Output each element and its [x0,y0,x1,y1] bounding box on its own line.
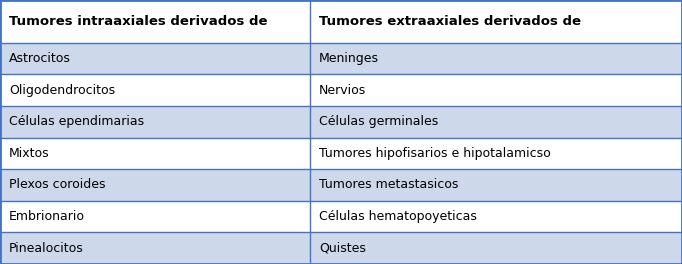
Bar [310,169,682,201]
Text: Células germinales: Células germinales [319,115,439,128]
Bar [0,169,310,201]
Bar [310,138,682,169]
Bar [310,232,682,264]
Text: Mixtos: Mixtos [9,147,50,160]
Text: Tumores hipofisarios e hipotalamicso: Tumores hipofisarios e hipotalamicso [319,147,551,160]
Bar [310,201,682,232]
Bar [0,106,310,138]
Bar [310,0,682,43]
Text: Quistes: Quistes [319,242,366,255]
Bar [310,74,682,106]
Bar [0,74,310,106]
Bar [0,0,310,43]
Text: Oligodendrocitos: Oligodendrocitos [9,84,115,97]
Text: Plexos coroides: Plexos coroides [9,178,105,191]
Text: Tumores intraaxiales derivados de: Tumores intraaxiales derivados de [9,15,267,28]
Text: Tumores metastasicos: Tumores metastasicos [319,178,458,191]
Bar [0,43,310,74]
Bar [0,201,310,232]
Bar [0,232,310,264]
Text: Tumores extraaxiales derivados de: Tumores extraaxiales derivados de [319,15,581,28]
Bar [310,106,682,138]
Text: Embrionario: Embrionario [9,210,85,223]
Text: Astrocitos: Astrocitos [9,52,71,65]
Bar [310,43,682,74]
Text: Pinealocitos: Pinealocitos [9,242,84,255]
Bar [0,138,310,169]
Text: Meninges: Meninges [319,52,379,65]
Text: Nervios: Nervios [319,84,366,97]
Text: Células ependimarias: Células ependimarias [9,115,144,128]
Text: Células hematopoyeticas: Células hematopoyeticas [319,210,477,223]
